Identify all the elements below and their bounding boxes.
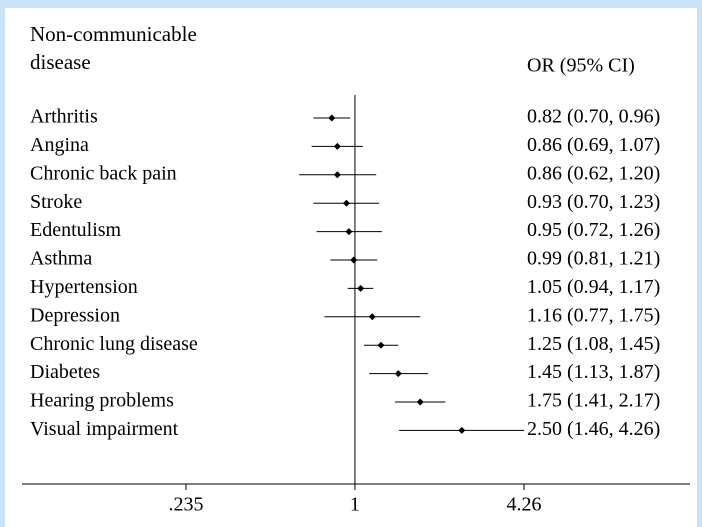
point-estimate — [333, 142, 341, 150]
point-estimate — [377, 341, 385, 349]
value-label: 0.86 (0.69, 1.07) — [527, 134, 660, 156]
row-header: Non-communicable disease — [30, 22, 197, 74]
point-estimate — [350, 256, 358, 264]
value-label: 1.16 (0.77, 1.75) — [527, 304, 660, 326]
value-label: 1.45 (1.13, 1.87) — [527, 361, 660, 383]
value-label: 1.25 (1.08, 1.45) — [527, 333, 660, 355]
point-estimate — [342, 199, 350, 207]
row-label: Edentulism — [30, 219, 122, 241]
point-estimate — [368, 313, 376, 321]
value-label: 2.50 (1.46, 4.26) — [527, 418, 660, 440]
row-label: Arthritis — [30, 106, 98, 128]
row-label: Chronic lung disease — [30, 333, 198, 355]
row-label: Angina — [30, 134, 89, 156]
value-label: 0.99 (0.81, 1.21) — [527, 248, 660, 270]
row-label: Hypertension — [30, 276, 138, 298]
value-label: 0.93 (0.70, 1.23) — [527, 191, 660, 213]
row-label: Visual impairment — [30, 418, 179, 440]
x-tick-label: 4.26 — [507, 494, 542, 516]
value-header: OR (95% CI) — [527, 55, 635, 77]
point-estimate — [345, 228, 353, 236]
row-label: Asthma — [30, 248, 92, 270]
value-label: 0.95 (0.72, 1.26) — [527, 219, 660, 241]
row-label: Depression — [30, 304, 120, 326]
x-tick-label: 1 — [350, 494, 360, 516]
panel — [5, 8, 697, 527]
value-label: 1.05 (0.94, 1.17) — [527, 276, 660, 298]
point-estimate — [333, 171, 341, 179]
point-estimate — [394, 370, 402, 378]
x-tick-label: .235 — [169, 494, 204, 516]
row-label: Diabetes — [30, 361, 100, 383]
point-estimate — [458, 426, 466, 434]
point-estimate — [416, 398, 424, 406]
row-label: Stroke — [30, 191, 82, 213]
value-label: 1.75 (1.41, 2.17) — [527, 390, 660, 412]
row-label: Hearing problems — [30, 390, 174, 412]
point-estimate — [328, 114, 336, 122]
value-label: 0.82 (0.70, 0.96) — [527, 106, 660, 128]
point-estimate — [357, 284, 365, 292]
row-label: Chronic back pain — [30, 162, 177, 184]
value-label: 0.86 (0.62, 1.20) — [527, 162, 660, 184]
